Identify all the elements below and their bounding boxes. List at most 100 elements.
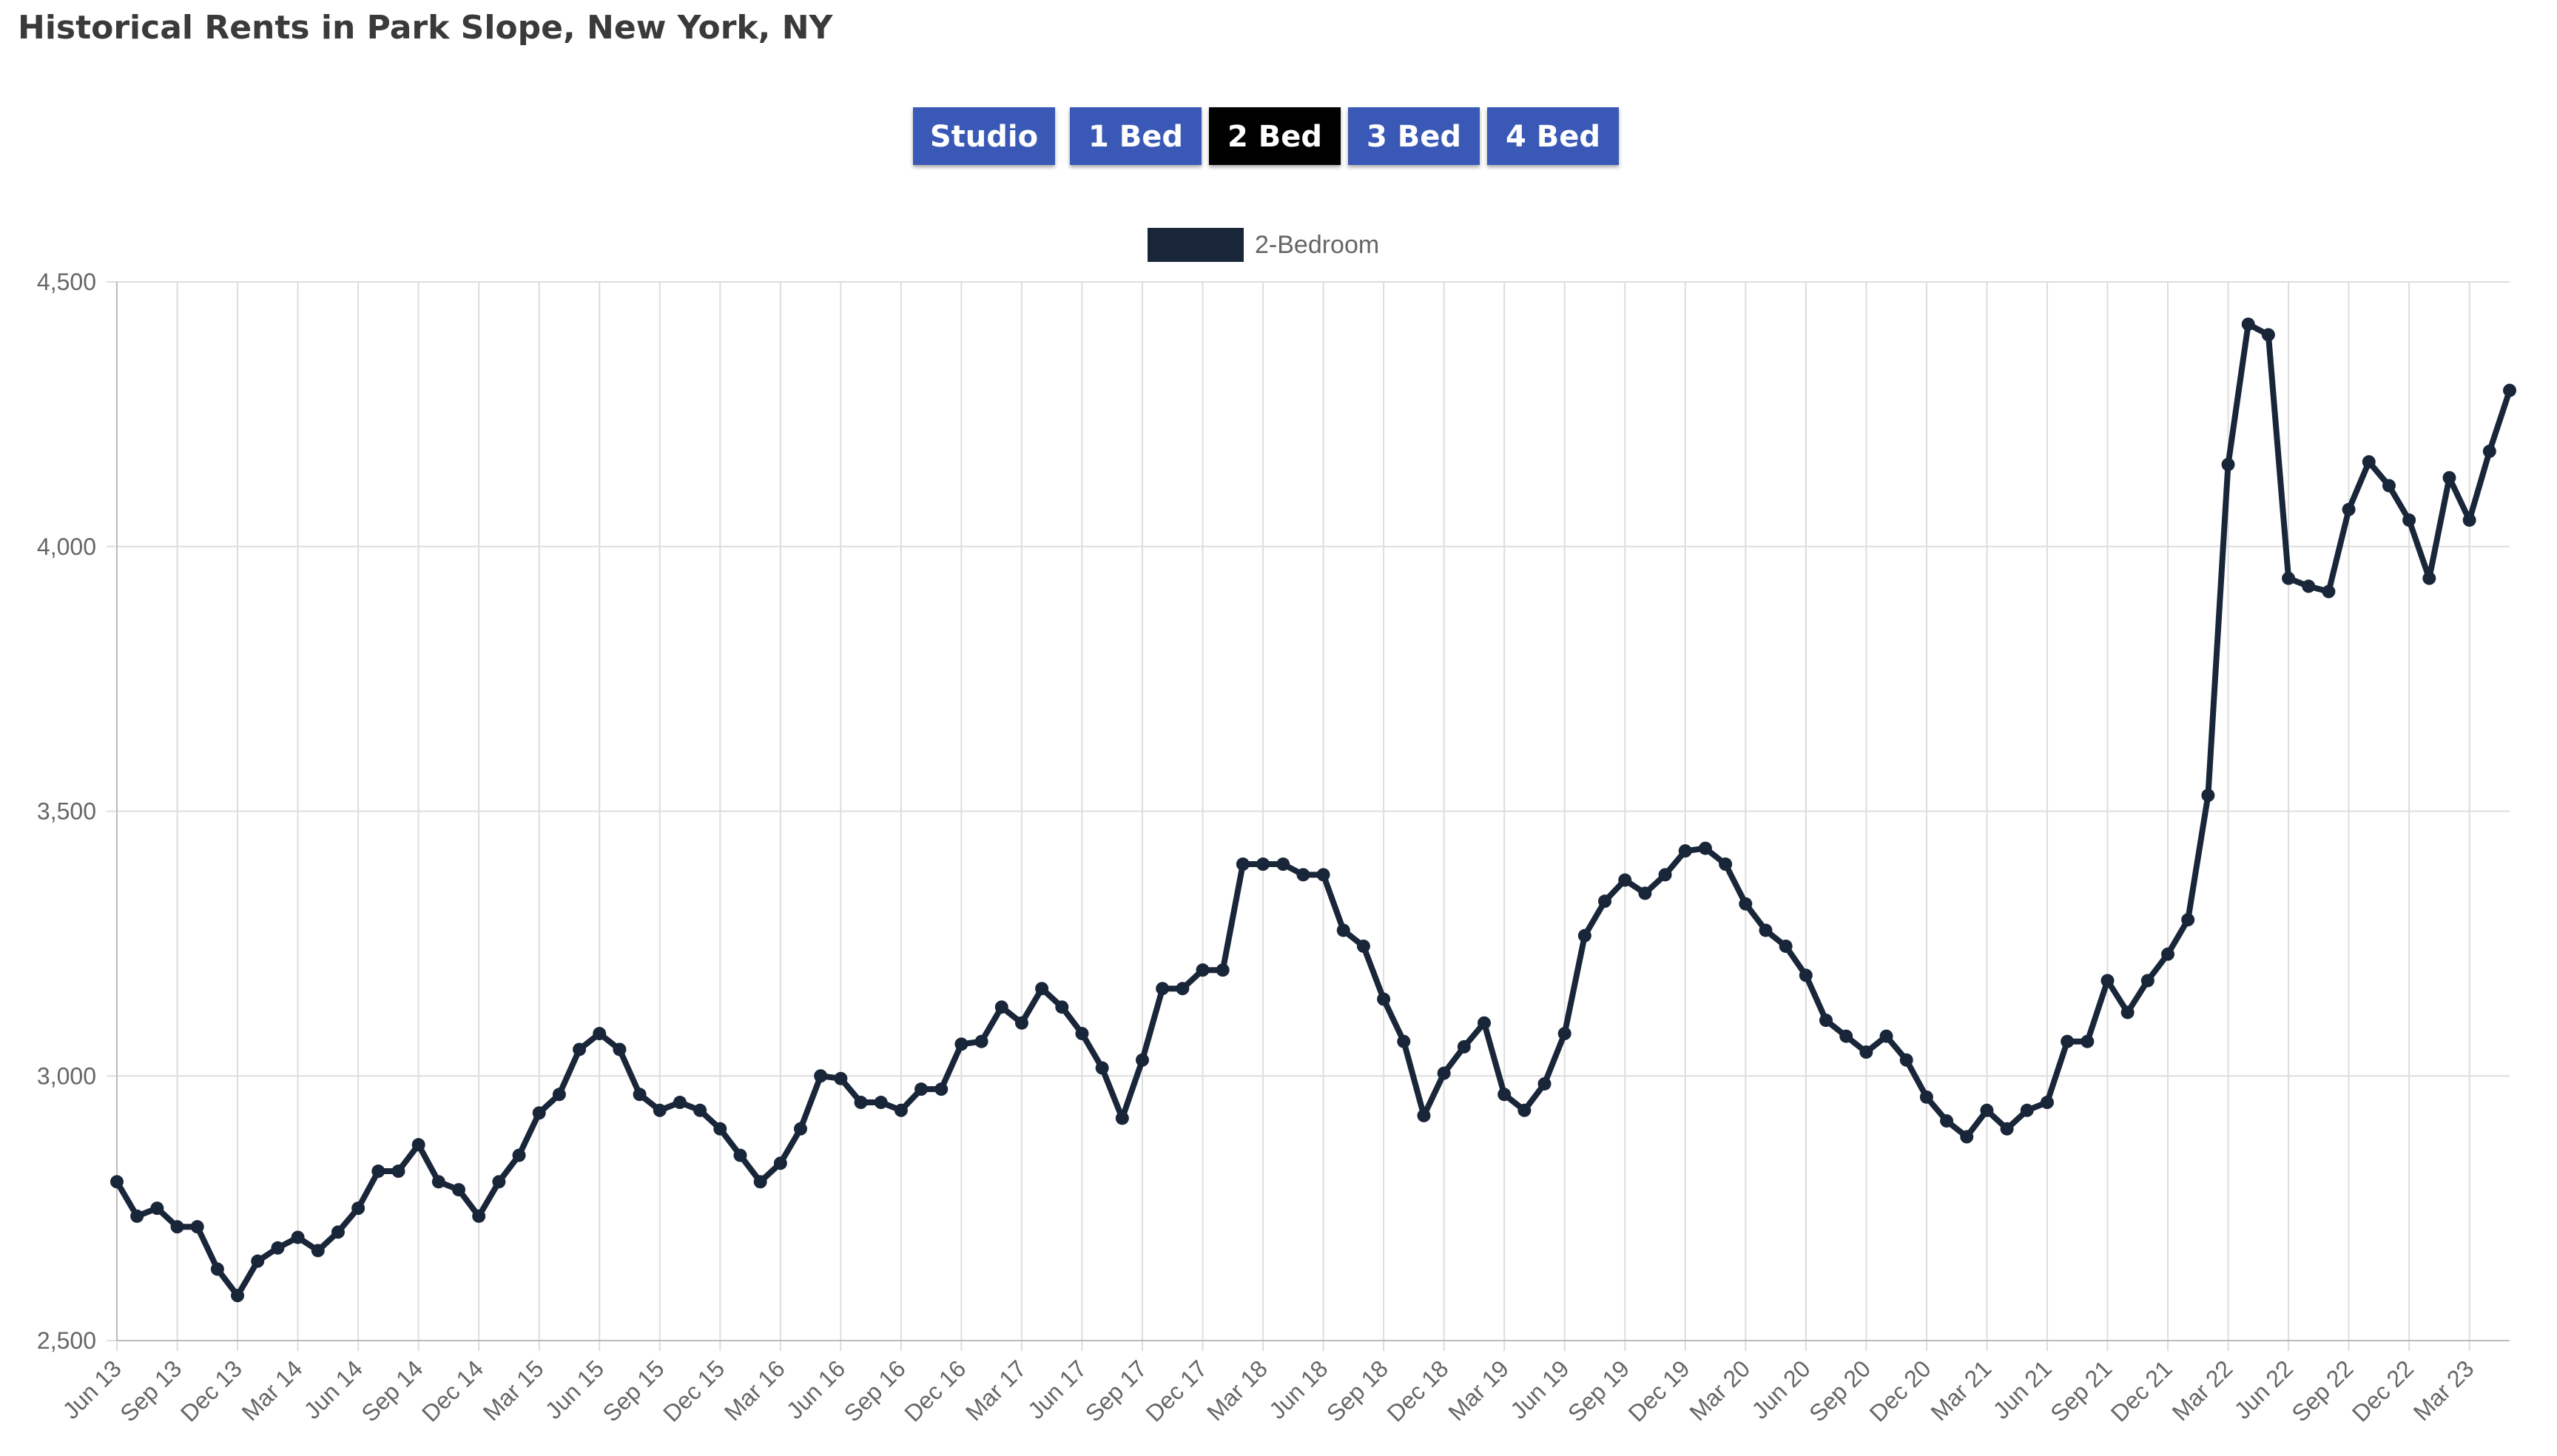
x-tick-label: Mar 23 [2408,1355,2479,1426]
x-tick-label: Dec 18 [1381,1355,1453,1426]
data-point [1537,1076,1552,1091]
data-point [914,1082,929,1096]
data-point [1377,992,1391,1006]
data-point [1095,1061,1109,1075]
data-point [2442,471,2456,485]
data-point [1598,894,1612,909]
x-tick-label: Mar 17 [960,1355,1031,1426]
data-point [2362,455,2376,469]
data-point [1859,1045,1873,1059]
data-point [2221,457,2235,471]
data-point [170,1220,184,1234]
data-point [110,1175,124,1189]
data-point [653,1103,667,1117]
x-tick-label: Jun 19 [1505,1355,1574,1423]
data-point [994,1000,1008,1014]
data-point [1176,982,1190,996]
data-point [1397,1034,1411,1048]
data-point [593,1027,607,1041]
data-point [2422,571,2436,585]
tab-3-bed[interactable]: 3 Bed [1348,107,1480,165]
x-tick-label: Dec 17 [1140,1355,1212,1426]
data-point [2261,328,2275,342]
data-point [1980,1103,1994,1117]
data-point [2000,1122,2014,1136]
y-tick-label: 4,000 [37,533,96,560]
data-point [1014,1016,1028,1030]
data-point [1879,1029,1893,1043]
x-tick-label: Sep 13 [115,1355,186,1426]
data-point [1236,857,1250,872]
data-point [411,1138,425,1152]
data-point [673,1096,687,1110]
data-point [2100,974,2115,988]
x-tick-label: Sep 17 [1080,1355,1152,1426]
data-point [1115,1111,1129,1125]
y-tick-label: 3,000 [37,1062,96,1089]
x-tick-label: Mar 19 [1443,1355,1514,1426]
data-point [934,1082,949,1096]
data-point [2020,1103,2034,1117]
data-point [1196,963,1210,977]
data-point [814,1069,828,1083]
data-point [552,1088,566,1102]
data-point [311,1244,325,1258]
data-point [2322,584,2336,599]
y-tick-label: 3,500 [37,798,96,825]
data-point [794,1122,807,1136]
x-tick-label: Mar 20 [1684,1355,1755,1426]
tab-1-bed[interactable]: 1 Bed [1070,107,1202,165]
x-tick-label: Sep 15 [598,1355,670,1426]
data-point [713,1122,727,1136]
data-point [1779,939,1793,953]
x-tick-label: Dec 20 [1864,1355,1936,1426]
data-point [1638,886,1652,900]
x-tick-label: Sep 19 [1563,1355,1634,1426]
data-point [2241,317,2255,331]
x-tick-label: Sep 18 [1321,1355,1393,1426]
data-point [1498,1088,1512,1102]
tab-2-bed[interactable]: 2 Bed [1209,107,1341,165]
data-point [1739,897,1753,911]
data-point [2482,444,2496,458]
data-point [1417,1108,1431,1122]
data-point [894,1103,908,1117]
x-tick-label: Dec 22 [2347,1355,2419,1426]
data-point [1136,1053,1149,1067]
data-point [331,1225,345,1239]
x-tick-label: Mar 15 [478,1355,549,1426]
data-point [1457,1039,1471,1054]
data-point [1698,841,1712,855]
data-point [1960,1130,1974,1144]
data-point [1819,1014,1833,1028]
data-point [1577,928,1591,943]
data-point [190,1220,204,1234]
data-point [633,1088,647,1102]
x-tick-label: Sep 14 [356,1355,428,1426]
data-point [512,1148,526,1162]
data-point [1517,1103,1532,1117]
data-point [1055,1000,1069,1014]
x-tick-label: Dec 16 [899,1355,971,1426]
x-tick-label: Mar 21 [1925,1355,1996,1426]
tab-4-bed[interactable]: 4 Bed [1487,107,1619,165]
data-point [854,1096,868,1110]
data-point [1678,844,1692,858]
data-point [1618,873,1632,887]
data-point [2181,913,2195,927]
data-point [1316,868,1330,882]
data-point [351,1201,365,1216]
data-point [2161,947,2174,961]
x-tick-label: Mar 18 [1202,1355,1273,1426]
data-point [874,1096,888,1110]
data-point [2120,1005,2135,1019]
data-point [2402,513,2416,527]
x-tick-label: Sep 21 [2045,1355,2117,1426]
data-point [1658,868,1672,882]
data-point [1478,1016,1491,1030]
x-tick-label: Sep 16 [839,1355,911,1426]
data-point [371,1165,385,1179]
tab-studio[interactable]: Studio [913,107,1055,165]
data-point [773,1156,787,1170]
data-point [2282,571,2296,585]
